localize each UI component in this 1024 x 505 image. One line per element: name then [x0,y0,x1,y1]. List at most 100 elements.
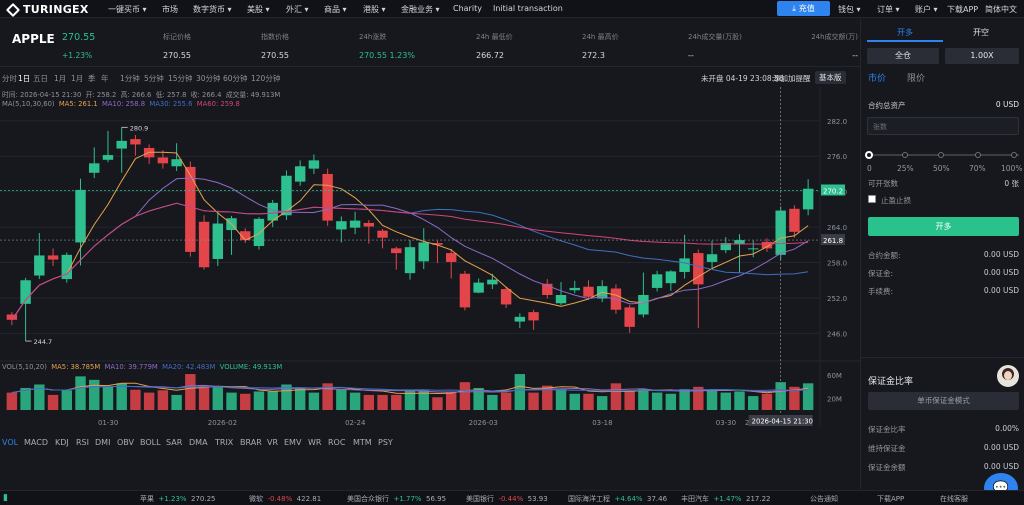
period-year[interactable]: 年 [101,74,109,83]
nav-us-stocks[interactable]: 美股 ▾ [247,5,270,14]
submit-open-long-button[interactable]: 开多 [868,217,1019,236]
footer-ticker-item[interactable]: 国际海洋工程 +4.64% 37.46 [568,494,667,504]
version-toggle[interactable]: 基本版 [815,71,846,84]
info-low: 低: 257.8 [155,91,187,99]
price-axis-label: 258.0 [827,260,847,268]
period-1m[interactable]: 1月 [54,74,67,83]
indicator-vol[interactable]: VOL [2,438,19,447]
indicator-brar[interactable]: BRAR [240,438,262,447]
indicator-emv[interactable]: EMV [284,438,302,447]
tab-open-short[interactable]: 开空 [973,28,989,37]
indicator-boll[interactable]: BOLL [140,438,161,447]
volume-bar [294,387,306,410]
nav-hk-stocks[interactable]: 港股 ▾ [363,5,386,14]
slider-stop-25[interactable] [902,152,908,158]
indicator-roc[interactable]: ROC [328,438,346,447]
candle-body [130,139,141,145]
footer-support[interactable]: 在线客服 [940,495,968,503]
volume-bar [20,387,31,410]
nav-commodities[interactable]: 商品 ▾ [324,5,347,14]
volume-bar [761,393,773,410]
footer-announcements[interactable]: 公告通知 [810,495,838,503]
indicator-trix[interactable]: TRIX [215,438,234,447]
slider-stop-100[interactable] [1011,152,1017,158]
nav-language[interactable]: 简体中文 [985,5,1017,14]
avatar[interactable] [997,365,1019,387]
slider-stop-70[interactable] [975,152,981,158]
indicator-sar[interactable]: SAR [166,438,183,447]
indicator-rsi[interactable]: RSI [76,438,89,447]
margin-mode-button[interactable]: 单币保证金模式 [868,392,1019,410]
nav-download-app[interactable]: 下载APP [947,5,979,14]
period-5d[interactable]: 五日 [33,74,48,83]
volume-bar [638,389,649,410]
kline-chart[interactable]: 282.0276.0270.0264.0258.0252.0246.060M20… [0,87,860,482]
volume-bar [734,391,745,410]
period-1m-b[interactable]: 1月 [71,74,84,83]
candle-body [116,140,127,149]
period-quarter[interactable]: 季 [88,74,96,83]
nav-orders[interactable]: 订单 ▾ [877,5,900,14]
nav-crypto[interactable]: 数字货币 ▾ [193,5,232,14]
period-15min[interactable]: 15分钟 [168,74,193,83]
indicator-psy[interactable]: PSY [378,438,393,447]
indicator-vr[interactable]: VR [267,438,279,447]
footer-ticker-item[interactable]: 美国银行 -0.44% 53.93 [466,494,548,504]
time-axis-label: 2026-03 [469,419,498,427]
footer-download-app[interactable]: 下载APP [877,495,905,503]
volume-bar [363,394,375,410]
period-30min[interactable]: 30分钟 [196,74,221,83]
slider-stop-50[interactable] [938,152,944,158]
nav-buy-crypto[interactable]: 一键买币 ▾ [108,5,147,14]
volume-24h-label: 24h成交量(万股) [688,33,742,41]
tab-open-long[interactable]: 开多 [867,26,943,42]
symbol-name[interactable]: APPLE [12,32,55,46]
amount-input[interactable]: 张数 [867,117,1019,135]
period-120min[interactable]: 120分钟 [251,74,281,83]
period-5min[interactable]: 5分钟 [144,74,164,83]
slider-handle[interactable] [865,151,873,159]
indicator-wr[interactable]: WR [308,438,322,447]
nav-initial-transaction[interactable]: Initial transaction [493,4,563,13]
download-icon: ⤓ [792,3,796,13]
indicator-kdj[interactable]: KDJ [55,438,69,447]
brand-logo[interactable]: TURINGEX [5,2,89,17]
candle-body [555,295,567,304]
tp-sl-checkbox[interactable] [868,195,876,203]
margin-label: 保证金: [868,269,894,278]
indicator-macd[interactable]: MACD [24,438,48,447]
vol-legend-label: VOL(5,10,20) [2,363,47,371]
nav-market[interactable]: 市场 [162,5,178,14]
volume-24h-value: -- [688,51,694,60]
footer-ticker-item[interactable]: 苹果 +1.23% 270.25 [140,494,216,504]
candle-body [720,243,731,251]
current-price-tag-text: 270.2 [823,187,843,195]
nav-wallet[interactable]: 钱包 ▾ [838,5,861,14]
footer-ticker-item[interactable]: 丰田汽车 +1.47% 217.22 [681,494,771,504]
period-1min[interactable]: 1分钟 [120,74,140,83]
nav-charity[interactable]: Charity [453,4,482,13]
period-60min[interactable]: 60分钟 [223,74,248,83]
kline-chart-svg[interactable]: 282.0276.0270.0264.0258.0252.0246.060M20… [0,87,860,437]
indicator-mtm[interactable]: MTM [353,438,372,447]
position-mode-button[interactable]: 全仓 [867,48,939,64]
leverage-button[interactable]: 1.00X [945,48,1019,64]
order-type-market[interactable]: 市价 [868,74,887,84]
volume-bar [802,383,814,410]
recharge-button[interactable]: ⤓ 充值 [777,1,830,16]
nav-finance[interactable]: 金融业务 ▾ [401,5,440,14]
footer-ticker-item[interactable]: 微软 -0.48% 422.81 [249,494,321,504]
period-1d[interactable]: 1日 [18,74,31,83]
add-reminder[interactable]: 添加加提醒 [773,74,811,83]
nav-forex[interactable]: 外汇 ▾ [286,5,309,14]
order-type-limit[interactable]: 限价 [907,74,926,84]
indicator-obv[interactable]: OBV [117,438,135,447]
nav-account[interactable]: 账户 ▾ [915,5,938,14]
footer-ticker-item[interactable]: 美国合众银行 +1.77% 56.95 [347,494,446,504]
ticker-name: 丰田汽车 [681,495,709,503]
period-timeline[interactable]: 分时 [2,74,17,83]
margin-ratio-title: 保证金比率 [868,377,914,387]
indicator-dmi[interactable]: DMI [95,438,111,447]
volume-bar [432,397,443,410]
indicator-dma[interactable]: DMA [189,438,208,447]
